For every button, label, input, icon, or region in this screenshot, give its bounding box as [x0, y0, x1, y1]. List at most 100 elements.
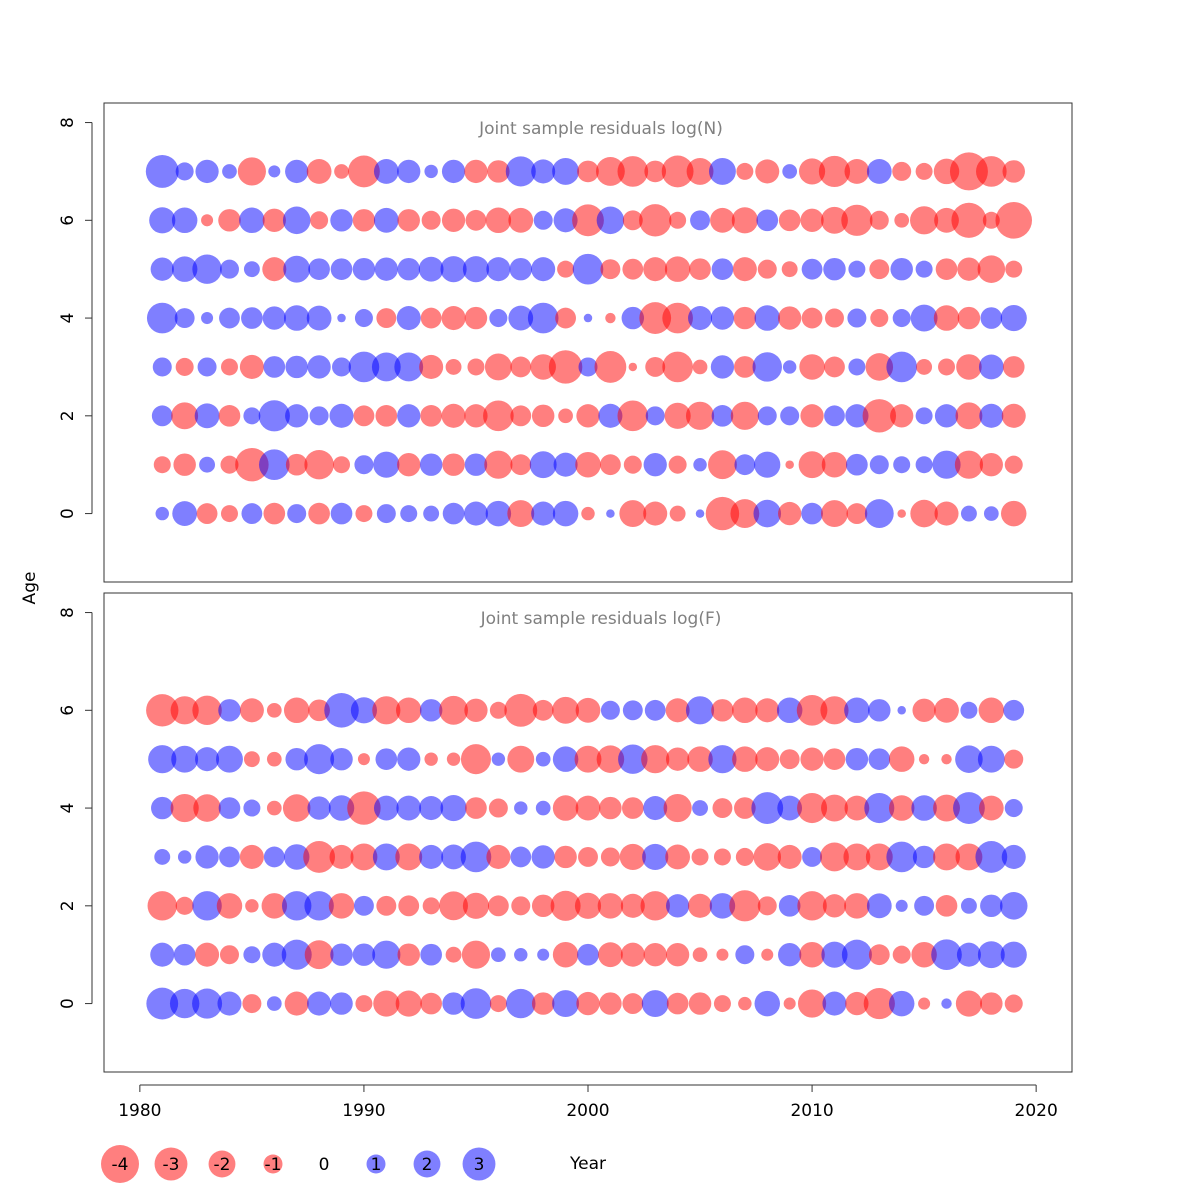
- residual-bubble: [552, 746, 579, 772]
- residual-bubble: [424, 164, 438, 179]
- residual-bubble: [420, 404, 442, 427]
- panel-top-frame: [103, 102, 1073, 583]
- residual-bubble: [821, 500, 848, 528]
- residual-bubble: [686, 157, 714, 185]
- residual-bubble: [844, 893, 870, 919]
- residual-bubble: [866, 893, 892, 919]
- legend-bubble: [263, 1154, 283, 1174]
- residual-bubble: [933, 843, 960, 871]
- residual-bubble: [820, 696, 849, 725]
- residual-bubble: [504, 693, 538, 727]
- residual-bubble: [751, 792, 784, 824]
- residual-bubble: [729, 890, 761, 922]
- residual-bubble: [754, 451, 781, 478]
- residual-bubble: [373, 795, 399, 821]
- residual-bubble: [154, 848, 171, 865]
- residual-bubble: [847, 308, 867, 328]
- residual-bubble: [195, 747, 220, 772]
- residual-bubble: [868, 699, 891, 722]
- residual-bubble: [645, 406, 665, 426]
- residual-bubble: [822, 991, 847, 1016]
- residual-bubble: [510, 454, 532, 476]
- residual-bubble: [954, 450, 984, 479]
- residual-bubble: [777, 795, 803, 821]
- residual-bubble: [304, 744, 335, 775]
- residual-bubble: [755, 698, 780, 723]
- residual-bubble: [800, 404, 824, 428]
- residual-bubble: [1004, 749, 1024, 769]
- residual-bubble: [175, 896, 194, 915]
- residual-bubble: [220, 358, 238, 376]
- residual-bubble: [822, 894, 847, 918]
- residual-bubble: [514, 947, 528, 962]
- residual-bubble: [933, 305, 960, 331]
- residual-bubble: [440, 256, 467, 283]
- residual-bubble: [283, 844, 310, 870]
- residual-bubble: [397, 257, 420, 281]
- residual-bubble: [307, 991, 332, 1016]
- residual-bubble: [781, 261, 798, 278]
- residual-bubble: [306, 305, 332, 331]
- residual-bubble: [172, 501, 198, 526]
- residual-bubble: [599, 796, 622, 820]
- residual-bubble: [487, 895, 509, 917]
- residual-bubble: [695, 509, 705, 518]
- residual-bubble: [596, 745, 625, 773]
- residual-bubble: [330, 747, 353, 771]
- residual-bubble: [977, 255, 1006, 283]
- residual-bubble: [171, 745, 199, 773]
- residual-bubble: [736, 162, 754, 180]
- residual-bubble: [355, 995, 373, 1013]
- residual-bubble: [734, 356, 756, 378]
- residual-bubble: [374, 257, 398, 281]
- residual-bubble: [955, 990, 983, 1017]
- residual-bubble: [915, 456, 933, 474]
- residual-bubble: [957, 306, 981, 330]
- residual-bubble: [799, 354, 825, 380]
- residual-bubble: [355, 505, 373, 523]
- residual-bubble: [330, 943, 353, 966]
- residual-bubble: [798, 451, 826, 479]
- residual-bubble: [329, 403, 354, 428]
- residual-bubble: [285, 453, 308, 476]
- residual-bubble: [868, 944, 890, 966]
- residual-bubble: [485, 500, 512, 527]
- residual-bubble: [661, 155, 694, 188]
- residual-bubble: [732, 257, 757, 282]
- residual-bubble: [574, 892, 602, 919]
- residual-bubble: [892, 309, 911, 328]
- residual-bubble: [705, 496, 740, 531]
- residual-bubble: [621, 797, 644, 819]
- residual-bubble: [688, 893, 713, 918]
- residual-bubble: [778, 306, 802, 330]
- residual-bubble: [330, 992, 353, 1015]
- residual-bubble: [623, 455, 642, 474]
- residual-bubble: [1000, 304, 1027, 332]
- residual-bubble: [995, 202, 1033, 239]
- residual-bubble: [709, 893, 736, 919]
- residual-bubble: [552, 157, 580, 185]
- residual-bubble: [1000, 500, 1027, 527]
- residual-bubble: [956, 354, 982, 380]
- residual-bubble: [910, 304, 938, 332]
- residual-bubble: [285, 404, 309, 428]
- residual-bubble: [912, 845, 936, 869]
- residual-bubble: [395, 990, 422, 1017]
- residual-bubble: [600, 847, 620, 867]
- residual-bubble: [511, 896, 531, 916]
- residual-bubble: [372, 696, 401, 725]
- residual-bubble: [783, 997, 796, 1010]
- residual-bubble: [532, 699, 554, 721]
- residual-bubble: [330, 258, 353, 281]
- residual-bubble: [897, 706, 906, 715]
- residual-bubble: [441, 159, 466, 184]
- residual-bubble: [354, 309, 373, 328]
- residual-bubble: [797, 891, 827, 921]
- residual-bubble: [352, 943, 376, 966]
- residual-bubble: [192, 988, 223, 1019]
- residual-bubble: [170, 793, 199, 823]
- residual-bubble: [304, 940, 334, 970]
- residual-bubble: [977, 745, 1005, 773]
- residual-bubble: [596, 206, 625, 235]
- residual-bubble: [510, 846, 532, 868]
